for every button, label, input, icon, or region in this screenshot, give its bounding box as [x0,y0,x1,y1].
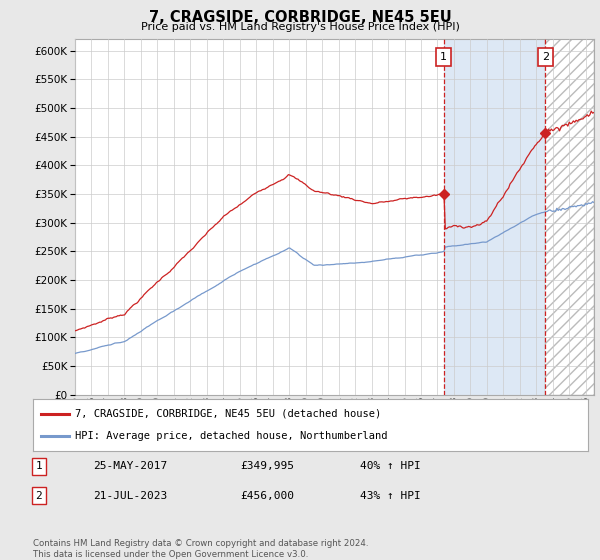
Text: 1: 1 [440,52,447,62]
Text: 7, CRAGSIDE, CORBRIDGE, NE45 5EU: 7, CRAGSIDE, CORBRIDGE, NE45 5EU [149,10,451,25]
Text: 1: 1 [35,461,43,472]
Text: HPI: Average price, detached house, Northumberland: HPI: Average price, detached house, Nort… [74,431,387,441]
Text: 2: 2 [35,491,43,501]
Text: £456,000: £456,000 [240,491,294,501]
Text: 40% ↑ HPI: 40% ↑ HPI [360,461,421,472]
Text: £349,995: £349,995 [240,461,294,472]
Text: 43% ↑ HPI: 43% ↑ HPI [360,491,421,501]
Text: Contains HM Land Registry data © Crown copyright and database right 2024.
This d: Contains HM Land Registry data © Crown c… [33,539,368,559]
Bar [545,39,594,395]
Bar [545,39,594,395]
Text: 25-MAY-2017: 25-MAY-2017 [93,461,167,472]
Text: Price paid vs. HM Land Registry's House Price Index (HPI): Price paid vs. HM Land Registry's House … [140,22,460,32]
Text: 2: 2 [542,52,549,62]
Text: 21-JUL-2023: 21-JUL-2023 [93,491,167,501]
Text: 7, CRAGSIDE, CORBRIDGE, NE45 5EU (detached house): 7, CRAGSIDE, CORBRIDGE, NE45 5EU (detach… [74,409,381,419]
Bar [444,39,545,395]
